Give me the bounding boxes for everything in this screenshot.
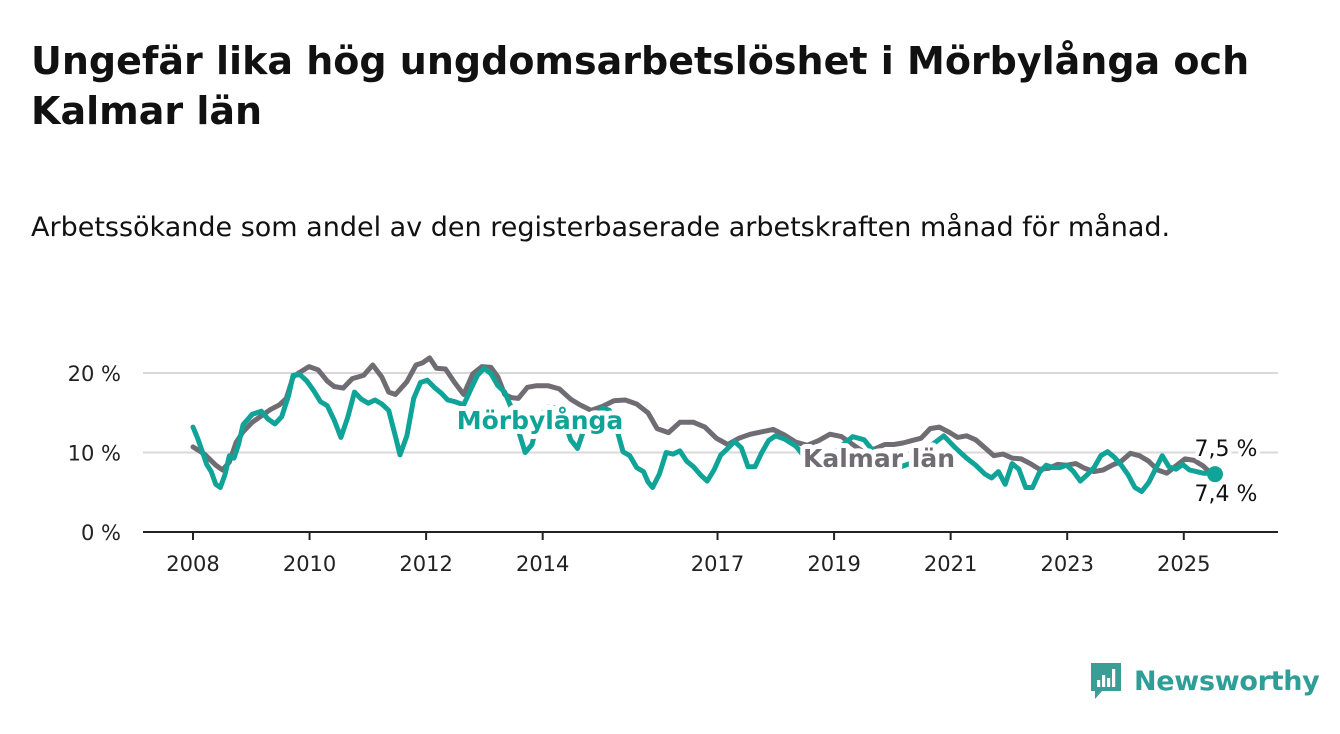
x-tick-label: 2008 [166,552,219,576]
end-label-morbylanga: 7,4 % [1195,482,1258,507]
series-label-halo-kalmar-lan: Kalmar län [803,444,955,473]
series-line-kalmar-lan [190,355,1213,476]
series-lines [190,355,1223,494]
brand-name: Newsworthy [1134,665,1320,697]
chart-title: Ungefär lika hög ungdomsarbetslöshet i M… [31,39,1250,133]
end-label-halo-kalmar-lan: 7,5 % [1195,437,1258,462]
x-tick-label: 2023 [1040,552,1093,576]
x-tick-label: 2019 [807,552,860,576]
y-tick-label: 20 % [68,362,121,386]
x-tick-label: 2014 [516,552,569,576]
grid-lines [143,372,1278,454]
x-tick-label: 2025 [1157,552,1210,576]
y-axis-ticks: 0 % 10 % 20 % [68,362,121,545]
x-tick-label: 2017 [691,552,744,576]
x-tick-label: 2012 [399,552,452,576]
y-tick-label: 0 % [81,521,121,545]
x-tick-label: 2010 [283,552,336,576]
x-tick-label: 2021 [924,552,977,576]
series-label-halo-morbylanga: Mörbylånga [457,406,624,435]
newsworthy-logo-icon [1091,663,1121,699]
series-line-morbylanga [190,365,1213,494]
x-axis-ticks: 2008 2010 2012 2014 2017 2019 2021 2023 2025 [166,532,1211,576]
end-label-kalmar-lan: 7,5 % [1195,437,1258,462]
end-point-morbylanga [1207,466,1223,483]
chart-subtitle: Arbetssökande som andel av den registerb… [31,212,1171,243]
series-label-kalmar-lan: Kalmar län [803,444,955,473]
series-label-morbylanga: Mörbylånga [457,406,624,435]
brand: Newsworthy [1088,660,1320,702]
end-label-halo-morbylanga: 7,4 % [1195,482,1258,507]
y-tick-label: 10 % [68,442,121,466]
line-chart: 0 % 10 % 20 % 2008 2010 2012 2014 2017 2019 2021… [68,355,1278,576]
